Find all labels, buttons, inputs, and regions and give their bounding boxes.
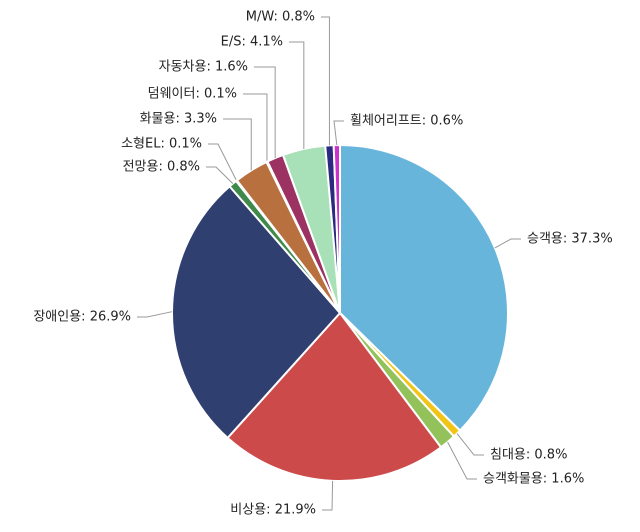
pie-slice [171,184,342,440]
data-label: 소형EL: 0.1% [121,137,202,152]
data-label: M/W: 0.8% [246,10,315,25]
data-label: 자동차용: 1.6% [159,60,248,75]
leader-line [223,118,252,171]
data-label: 장애인용: 26.9% [33,310,131,325]
pie-slice [339,143,509,432]
leader-line [254,66,276,159]
leader-line [289,41,305,149]
leader-line [333,120,344,146]
leader-line [447,441,477,480]
data-label: 승객용: 37.3% [527,232,613,247]
leader-line [137,311,173,318]
leader-line [208,143,237,181]
leader-line [494,238,521,249]
leader-line [206,166,234,184]
data-label: 비상용: 21.9% [230,503,316,518]
data-label: 침대용: 0.8% [490,448,567,463]
leader-line [456,433,484,456]
data-label: 덤웨이터: 0.1% [148,87,237,102]
data-label: 화물용: 3.3% [140,112,217,127]
data-label: 휠체어리프트: 0.6% [350,114,463,129]
data-label: 전망용: 0.8% [123,160,200,175]
data-label: E/S: 4.1% [221,35,283,50]
data-label: 승객화물용: 1.6% [483,472,584,487]
pie-slice [332,143,341,314]
leader-line [321,16,330,146]
leader-line [322,480,334,511]
leader-line [243,93,268,162]
